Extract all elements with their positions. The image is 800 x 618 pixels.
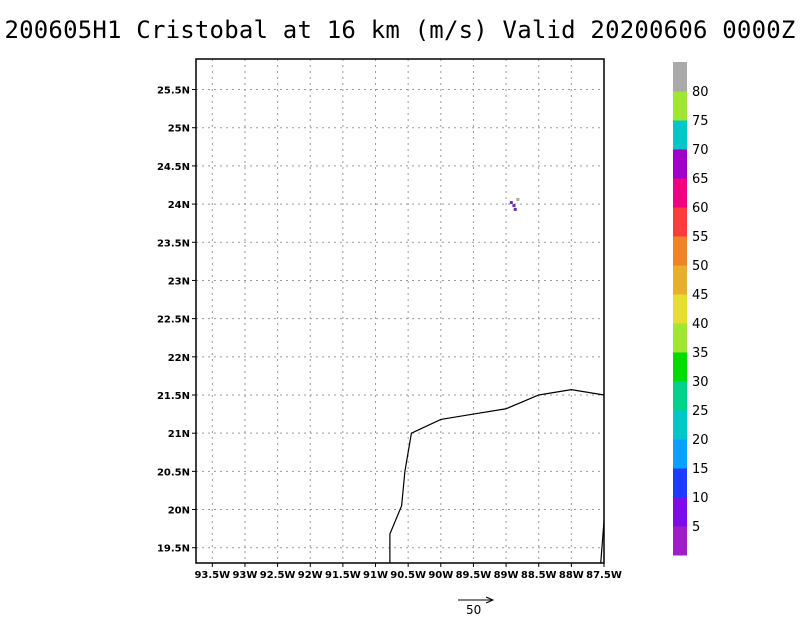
y-tick-label: 23.5N <box>157 238 190 249</box>
x-tick-label: 88.5W <box>521 570 557 581</box>
x-tick-label: 93.5W <box>194 570 230 581</box>
wind-cell <box>516 198 520 202</box>
x-tick-label: 87.5W <box>586 570 622 581</box>
y-tick-label: 22.5N <box>157 315 190 326</box>
colorbar-band <box>673 468 687 498</box>
colorbar-band <box>673 265 687 295</box>
x-tick-label: 91.5W <box>325 570 361 581</box>
wind-field <box>509 198 520 211</box>
x-tick-label: 90W <box>428 570 453 581</box>
y-tick-label: 21.5N <box>157 391 190 402</box>
colorbar-label: 65 <box>692 172 709 187</box>
colorbar-label: 5 <box>692 520 700 535</box>
x-tick-label: 92.5W <box>260 570 296 581</box>
x-tick-label: 93W <box>232 570 257 581</box>
reference-vector: 50 <box>458 596 495 617</box>
colorbar-label: 35 <box>692 346 709 361</box>
colorbar: 5 10 15 20 25 30 35 40 45 50 55 60 65 70 75 80 <box>673 62 709 556</box>
colorbar-label: 10 <box>692 491 709 506</box>
y-tick-label: 25.5N <box>157 86 190 97</box>
y-tick-label: 19.5N <box>157 544 190 555</box>
x-tick-label: 92W <box>298 570 323 581</box>
y-axis: 19.5N 20N 20.5N 21N 21.5N 22N 22.5N 23N 23.5N 24N… <box>157 86 196 555</box>
x-tick-label: 89.5W <box>456 570 492 581</box>
y-tick-label: 24N <box>168 200 190 211</box>
colorbar-label: 80 <box>692 85 709 100</box>
colorbar-band <box>673 381 687 411</box>
colorbar-label: 45 <box>692 288 709 303</box>
y-tick-label: 23N <box>168 276 190 287</box>
reference-vector-label: 50 <box>466 603 481 617</box>
colorbar-band <box>673 236 687 266</box>
colorbar-label: 55 <box>692 230 709 245</box>
colorbar-band <box>673 410 687 440</box>
x-axis: 93.5W 93W 92.5W 92W 91.5W 91W 90.5W 90W 89.5W 89W… <box>194 563 622 581</box>
colorbar-band <box>673 526 687 556</box>
colorbar-band <box>673 352 687 382</box>
colorbar-label: 50 <box>692 259 709 274</box>
wind-cell <box>513 207 517 211</box>
colorbar-band <box>673 323 687 353</box>
colorbar-label: 60 <box>692 201 709 216</box>
x-tick-label: 90.5W <box>390 570 426 581</box>
x-tick-label: 89W <box>494 570 519 581</box>
yucatan-coastline <box>389 389 605 563</box>
colorbar-band <box>673 497 687 527</box>
colorbar-label: 70 <box>692 143 709 158</box>
colorbar-label: 25 <box>692 404 709 419</box>
wind-cell <box>509 201 513 205</box>
colorbar-label: 20 <box>692 433 709 448</box>
y-tick-label: 25N <box>168 124 190 135</box>
y-tick-label: 22N <box>168 353 190 364</box>
colorbar-band <box>673 178 687 208</box>
colorbar-label: 15 <box>692 462 709 477</box>
y-tick-label: 21N <box>168 429 190 440</box>
y-tick-label: 20.5N <box>157 467 190 478</box>
reference-vector-head <box>485 596 495 604</box>
y-tick-label: 24.5N <box>157 162 190 173</box>
y-tick-label: 20N <box>168 506 190 517</box>
colorbar-band <box>673 207 687 237</box>
x-tick-label: 88W <box>559 570 584 581</box>
chart-title: 200605H1 Cristobal at 16 km (m/s) Valid … <box>4 16 796 44</box>
map-frame <box>195 58 605 564</box>
colorbar-band <box>673 62 687 92</box>
gridlines <box>196 59 605 563</box>
colorbar-band <box>673 149 687 179</box>
x-tick-label: 91W <box>363 570 388 581</box>
coastline <box>389 389 605 564</box>
colorbar-label: 75 <box>692 114 709 129</box>
colorbar-band <box>673 294 687 324</box>
wind-cell <box>512 204 516 208</box>
colorbar-label: 30 <box>692 375 709 390</box>
colorbar-label: 40 <box>692 317 709 332</box>
colorbar-band <box>673 91 687 121</box>
colorbar-band <box>673 120 687 150</box>
colorbar-band <box>673 439 687 469</box>
